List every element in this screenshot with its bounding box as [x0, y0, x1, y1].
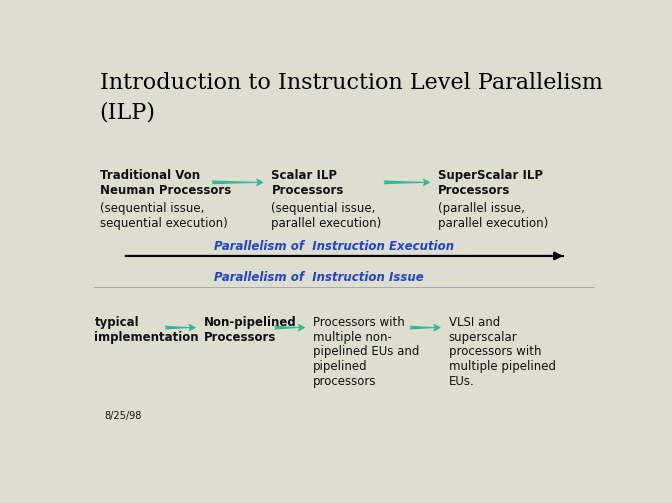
Text: (sequential issue,: (sequential issue,	[99, 202, 204, 215]
Text: (sequential issue,: (sequential issue,	[271, 202, 376, 215]
Text: Parallelism of  Instruction Execution: Parallelism of Instruction Execution	[214, 240, 454, 254]
Text: Parallelism of  Instruction Issue: Parallelism of Instruction Issue	[214, 272, 424, 284]
Text: parallel execution): parallel execution)	[271, 217, 382, 230]
Text: parallel execution): parallel execution)	[438, 217, 548, 230]
Text: superscalar: superscalar	[449, 330, 517, 344]
Text: Processors: Processors	[438, 184, 511, 197]
Text: SuperScalar ILP: SuperScalar ILP	[438, 169, 543, 182]
Text: 8/25/98: 8/25/98	[105, 410, 142, 421]
Text: sequential execution): sequential execution)	[99, 217, 227, 230]
Text: typical: typical	[94, 316, 139, 329]
Text: EUs.: EUs.	[449, 375, 474, 388]
Text: Scalar ILP: Scalar ILP	[271, 169, 337, 182]
Text: Processors: Processors	[271, 184, 344, 197]
Text: Processors with: Processors with	[313, 316, 405, 329]
Text: VLSI and: VLSI and	[449, 316, 500, 329]
Text: implementation: implementation	[94, 330, 199, 344]
Text: Introduction to Instruction Level Parallelism: Introduction to Instruction Level Parall…	[99, 72, 603, 94]
Text: processors: processors	[313, 375, 376, 388]
Text: pipelined: pipelined	[313, 360, 368, 373]
Text: Neuman Processors: Neuman Processors	[99, 184, 231, 197]
Text: Non-pipelined: Non-pipelined	[204, 316, 296, 329]
Text: (ILP): (ILP)	[99, 101, 156, 123]
Text: multiple non-: multiple non-	[313, 330, 392, 344]
Text: pipelined EUs and: pipelined EUs and	[313, 346, 419, 359]
Text: (parallel issue,: (parallel issue,	[438, 202, 525, 215]
Text: Traditional Von: Traditional Von	[99, 169, 200, 182]
Text: processors with: processors with	[449, 346, 541, 359]
Text: multiple pipelined: multiple pipelined	[449, 360, 556, 373]
Text: Processors: Processors	[204, 330, 276, 344]
